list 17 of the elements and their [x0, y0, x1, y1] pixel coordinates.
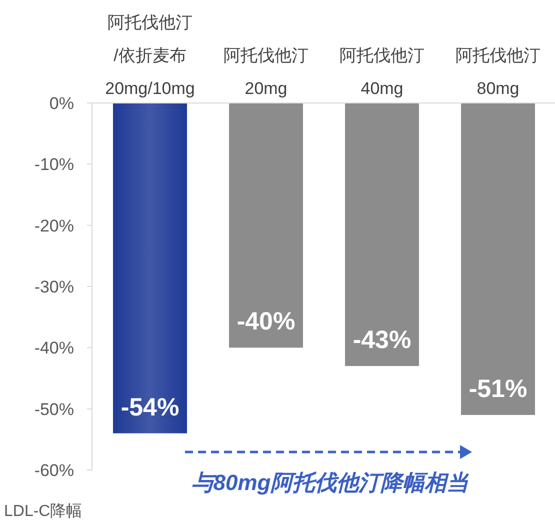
data-label: -40%: [236, 308, 296, 336]
y-tick-label: -60%: [34, 461, 74, 480]
x-tick-label: 阿托伐他汀 40mg: [340, 46, 424, 98]
data-label: -51%: [468, 374, 528, 403]
data-label: -43%: [352, 326, 412, 354]
y-tick-label: -50%: [34, 400, 74, 419]
y-tick-label: -10%: [34, 155, 74, 174]
y-tick-label: 0%: [49, 94, 74, 113]
x-tick-label: 阿托伐他汀 80mg: [456, 46, 540, 98]
y-tick-label: -30%: [34, 278, 74, 296]
data-label: -54%: [120, 393, 180, 422]
annotation: 与80mg阿托伐他汀降幅相当: [191, 470, 470, 495]
x-tick-label: 阿托伐他汀 20mg: [224, 46, 308, 98]
x-tick-label: 阿托伐他汀 /依折麦布 20mg/10mg: [105, 13, 195, 98]
y-tick-label: -40%: [34, 338, 74, 358]
y-axis-title: LDL-C降幅: [4, 503, 82, 520]
y-tick-label: -20%: [34, 216, 74, 236]
